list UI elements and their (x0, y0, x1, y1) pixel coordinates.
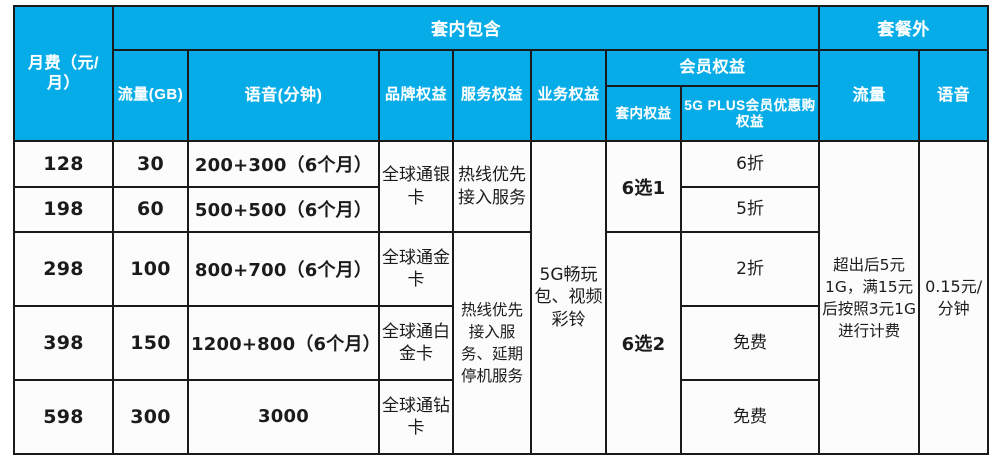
header-member-rights: 会员权益 (604, 48, 821, 88)
cell-brand-rights: 全球通金卡 (378, 231, 454, 307)
cell-plus-member-rights: 免费 (679, 378, 821, 456)
cell-data-gb: 150 (112, 305, 189, 381)
header-business-rights: 业务权益 (530, 48, 607, 143)
cell-monthly-fee: 298 (13, 231, 114, 307)
cell-in-package-rights: 6选1 (605, 140, 682, 234)
header-out-data: 流量 (818, 48, 921, 143)
header-monthly-fee: 月费（元/月） (13, 4, 114, 143)
header-plus-member-rights: 5G PLUS会员优惠购权益 (679, 85, 821, 143)
header-data-gb: 流量(GB) (112, 48, 189, 143)
table-row: 598 300 3000 全球通钻卡 免费 (13, 378, 988, 456)
header-brand-rights: 品牌权益 (378, 48, 454, 143)
cell-service-rights: 热线优先接入服务、延期停机服务 (452, 231, 532, 455)
cell-data-gb: 30 (112, 140, 189, 188)
table-row: 128 30 200+300（6个月） 全球通银卡 热线优先接入服务 5G畅玩包… (13, 140, 990, 455)
cell-plus-member-rights: 5折 (679, 185, 821, 234)
cell-out-voice: 0.15元/分钟 (918, 140, 990, 455)
header-service-rights: 服务权益 (452, 48, 532, 143)
table-row: 298 100 800+700（6个月） 全球通金卡 热线优先接入服务、延期停机… (13, 231, 988, 455)
cell-voice-minutes: 1200+800（6个月） (187, 305, 380, 381)
header-in-package: 套内包含 (111, 5, 821, 51)
cell-monthly-fee: 398 (13, 305, 114, 381)
header-voice-minutes: 语音(分钟) (187, 48, 380, 143)
cell-brand-rights: 全球通银卡 (378, 140, 454, 234)
cell-in-package-rights: 6选2 (605, 231, 682, 455)
header-row-leaf: 套内权益 5G PLUS会员优惠购权益 (14, 85, 988, 143)
cell-brand-rights: 全球通白金卡 (378, 305, 454, 381)
cell-out-data: 超出后5元1G，满15元后按照3元1G进行计费 (818, 140, 921, 455)
table-row: 398 150 1200+800（6个月） 全球通白金卡 免费 (13, 305, 988, 381)
cell-data-gb: 60 (112, 185, 189, 234)
cell-voice-minutes: 800+700（6个月） (187, 231, 380, 307)
header-in-package-rights: 套内权益 (605, 85, 682, 143)
cell-brand-rights: 全球通钻卡 (378, 378, 454, 456)
cell-monthly-fee: 128 (13, 140, 114, 188)
cell-plus-member-rights: 6折 (679, 140, 821, 188)
cell-monthly-fee: 198 (13, 185, 114, 234)
header-out-voice: 语音 (918, 48, 990, 143)
cell-plus-member-rights: 免费 (679, 305, 821, 381)
mobile-plan-table: 月费（元/月） 套内包含 套餐外 流量(GB) 语音(分钟) 品牌权益 服务权益… (13, 4, 990, 456)
cell-business-rights: 5G畅玩包、视频彩铃 (530, 140, 607, 455)
cell-monthly-fee: 598 (13, 378, 114, 456)
cell-data-gb: 100 (112, 231, 189, 307)
cell-service-rights: 热线优先接入服务 (452, 140, 532, 234)
table-row: 198 60 500+500（6个月） 5折 (13, 185, 988, 234)
header-row-subgroup: 流量(GB) 语音(分钟) 品牌权益 服务权益 业务权益 会员权益 流量 语音 (14, 48, 990, 143)
header-out-package: 套餐外 (818, 5, 990, 51)
cell-voice-minutes: 200+300（6个月） (187, 140, 380, 188)
cell-plus-member-rights: 2折 (679, 231, 821, 307)
cell-voice-minutes: 3000 (187, 378, 380, 456)
cell-voice-minutes: 500+500（6个月） (187, 185, 380, 234)
header-row-group: 月费（元/月） 套内包含 套餐外 (13, 4, 990, 143)
cell-data-gb: 300 (112, 378, 189, 456)
